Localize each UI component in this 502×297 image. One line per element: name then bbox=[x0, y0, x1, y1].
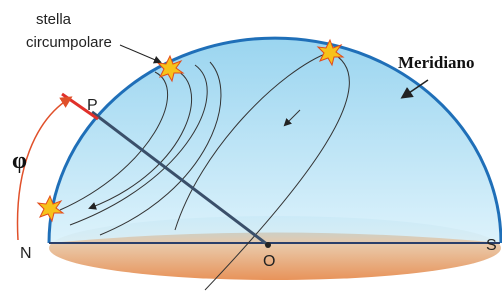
meridian-label: Meridiano bbox=[398, 53, 475, 72]
observer-point bbox=[265, 242, 271, 248]
observer-label: O bbox=[263, 253, 275, 270]
diagram: stella circumpolare Meridiano P φ N O S bbox=[0, 0, 502, 297]
star-label: circumpolare bbox=[26, 34, 112, 51]
latitude-label: φ bbox=[12, 148, 27, 174]
north-label: N bbox=[20, 245, 32, 262]
south-label: S bbox=[486, 237, 497, 254]
pole-label: P bbox=[87, 97, 98, 114]
star-pointer bbox=[120, 45, 160, 62]
star-label: stella bbox=[36, 11, 72, 28]
